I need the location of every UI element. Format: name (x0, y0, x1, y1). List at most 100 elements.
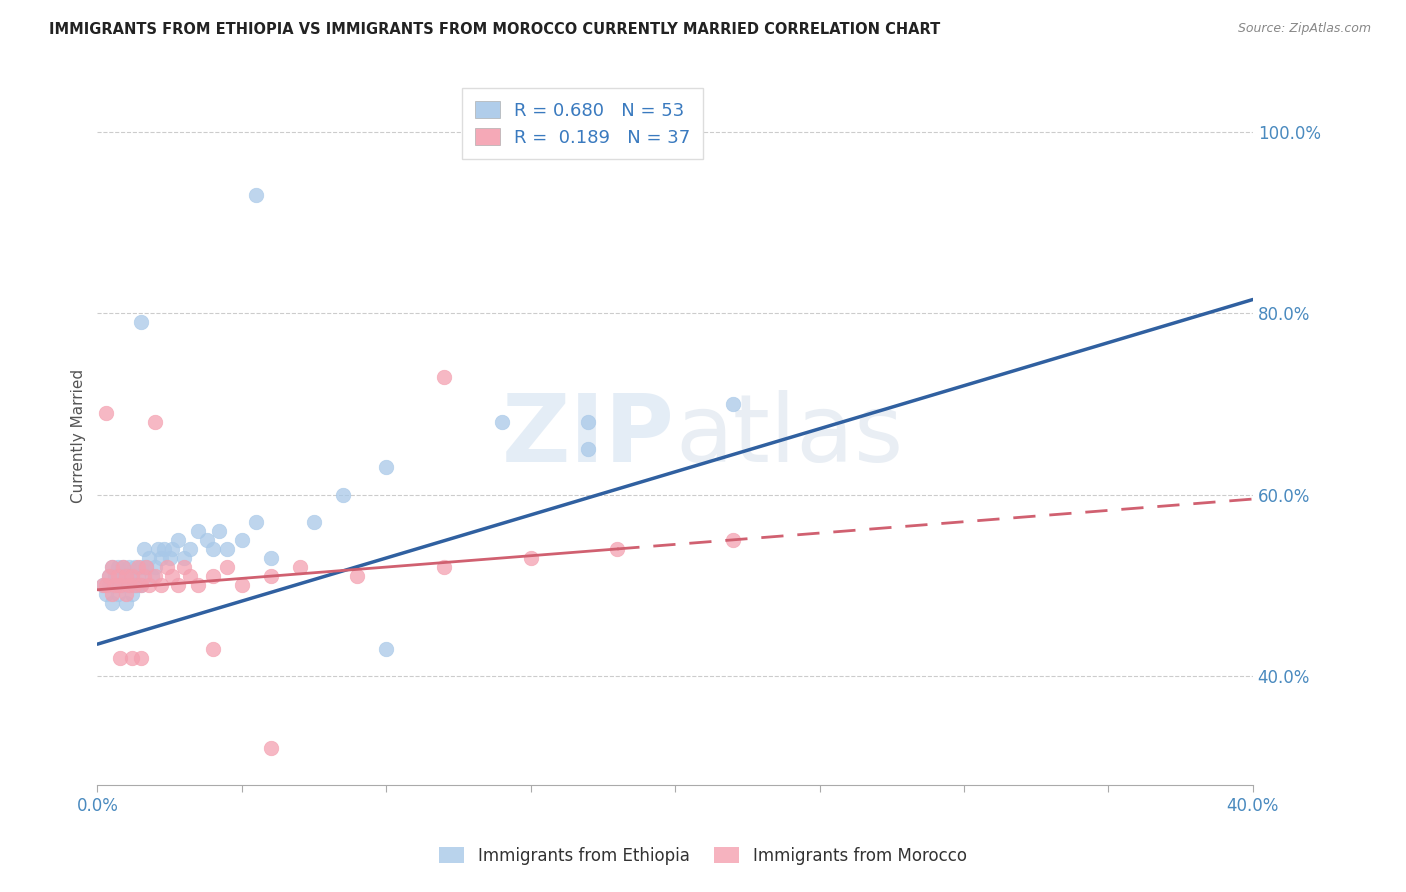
Point (94, 406, 117, 420)
Point (121, 587, 143, 601)
Point (115, 596, 138, 610)
Point (112, 560, 135, 574)
Point (129, 560, 152, 574)
Point (121, 650, 143, 665)
Point (101, 560, 124, 574)
Point (107, 569, 129, 583)
Point (217, 560, 239, 574)
Point (138, 578, 160, 592)
Point (104, 578, 127, 592)
Point (97, 578, 120, 592)
Point (578, 415, 600, 429)
Point (721, 397, 744, 411)
Point (721, 533, 744, 547)
Point (288, 560, 311, 574)
Text: IMMIGRANTS FROM ETHIOPIA VS IMMIGRANTS FROM MOROCCO CURRENTLY MARRIED CORRELATIO: IMMIGRANTS FROM ETHIOPIA VS IMMIGRANTS F… (49, 22, 941, 37)
Point (138, 551, 160, 566)
Point (129, 578, 152, 592)
Point (152, 541, 174, 556)
Point (143, 569, 166, 583)
Point (332, 487, 354, 501)
Point (127, 578, 149, 592)
Point (121, 569, 143, 583)
Point (101, 587, 124, 601)
Point (260, 569, 283, 583)
Point (97, 569, 120, 583)
Point (141, 569, 163, 583)
Point (110, 650, 132, 665)
Point (245, 515, 267, 529)
Point (143, 415, 166, 429)
Point (173, 551, 195, 566)
Point (375, 460, 398, 475)
Point (97, 569, 120, 583)
Point (195, 533, 218, 547)
Point (162, 569, 184, 583)
Point (578, 442, 600, 457)
Point (132, 569, 155, 583)
Point (94, 587, 117, 601)
Point (104, 578, 127, 592)
Point (112, 578, 135, 592)
Point (110, 578, 132, 592)
Point (118, 578, 141, 592)
Point (112, 560, 135, 574)
Point (104, 569, 127, 583)
Point (231, 533, 253, 547)
Point (129, 650, 152, 665)
Point (129, 578, 152, 592)
Point (118, 578, 141, 592)
Point (519, 551, 541, 566)
Point (107, 560, 129, 574)
Point (118, 560, 141, 574)
Point (146, 541, 169, 556)
Point (302, 515, 325, 529)
Point (91, 578, 114, 592)
Point (115, 569, 138, 583)
Point (201, 641, 224, 656)
Point (135, 560, 157, 574)
Point (94, 578, 117, 592)
Point (115, 587, 138, 601)
Point (124, 578, 146, 592)
Point (101, 560, 124, 574)
Point (121, 569, 143, 583)
Legend: Immigrants from Ethiopia, Immigrants from Morocco: Immigrants from Ethiopia, Immigrants fro… (430, 838, 976, 873)
Point (110, 569, 132, 583)
Point (124, 560, 146, 574)
Point (231, 578, 253, 592)
Point (433, 560, 456, 574)
Point (217, 541, 239, 556)
Point (162, 541, 184, 556)
Point (149, 551, 172, 566)
Point (433, 369, 456, 384)
Point (167, 578, 190, 592)
Y-axis label: Currently Married: Currently Married (72, 368, 86, 502)
Point (124, 578, 146, 592)
Point (110, 578, 132, 592)
Point (143, 560, 166, 574)
Point (260, 551, 283, 566)
Point (132, 541, 155, 556)
Point (127, 560, 149, 574)
Point (135, 560, 157, 574)
Point (91, 578, 114, 592)
Text: atlas: atlas (675, 390, 903, 482)
Point (491, 415, 513, 429)
Point (107, 587, 129, 601)
Text: Source: ZipAtlas.com: Source: ZipAtlas.com (1237, 22, 1371, 36)
Point (101, 596, 124, 610)
Point (179, 541, 201, 556)
Text: ZIP: ZIP (502, 390, 675, 482)
Point (606, 541, 628, 556)
Point (149, 578, 172, 592)
Point (127, 569, 149, 583)
Point (167, 533, 190, 547)
Point (156, 560, 179, 574)
Point (201, 569, 224, 583)
Point (260, 741, 283, 756)
Point (346, 569, 368, 583)
Point (201, 541, 224, 556)
Legend: R = 0.680   N = 53, R =  0.189   N = 37: R = 0.680 N = 53, R = 0.189 N = 37 (463, 88, 703, 160)
Point (115, 569, 138, 583)
